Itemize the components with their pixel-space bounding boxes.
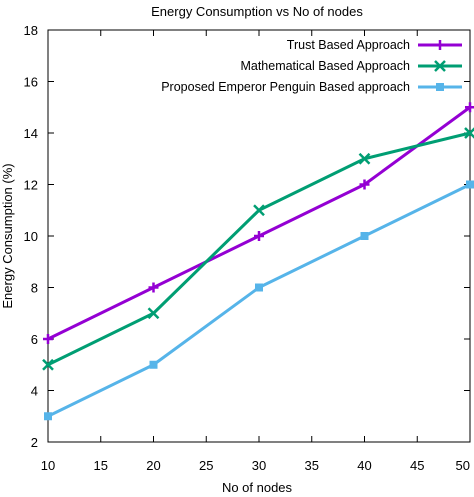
data-point bbox=[358, 152, 371, 165]
axis-ticks: 10 15 20 25 30 35 40 45 50 2 4 6 8 10 12 14 16 18 bbox=[24, 23, 471, 473]
y-axis-title: Energy Consumption (%) bbox=[0, 163, 15, 308]
data-point bbox=[254, 231, 264, 241]
x-tick-label: 20 bbox=[146, 458, 160, 473]
y-tick-label: 12 bbox=[24, 178, 38, 193]
marker-stroke bbox=[434, 60, 446, 72]
legend: Trust Based Approach Mathematical Based A… bbox=[161, 38, 462, 94]
x-tick-label: 25 bbox=[199, 458, 213, 473]
y-tick-label: 18 bbox=[24, 23, 38, 38]
data-point bbox=[149, 360, 158, 369]
y-tick-label: 8 bbox=[31, 281, 38, 296]
x-tick-label: 45 bbox=[410, 458, 424, 473]
x-tick-label: 35 bbox=[305, 458, 319, 473]
x-axis-title: No of nodes bbox=[222, 480, 293, 495]
legend-swatch-marker bbox=[435, 40, 445, 50]
series-line bbox=[47, 183, 471, 418]
data-point bbox=[464, 127, 474, 139]
data-point bbox=[148, 282, 159, 293]
y-tick-label: 10 bbox=[24, 229, 38, 244]
marker-stroke bbox=[358, 152, 371, 165]
marker-stroke bbox=[147, 307, 160, 320]
x-tick-label: 10 bbox=[41, 458, 55, 473]
marker-stroke bbox=[42, 358, 54, 371]
data-point bbox=[253, 204, 265, 217]
data-point bbox=[42, 358, 54, 371]
legend-label: Trust Based Approach bbox=[287, 38, 410, 52]
marker-stroke bbox=[464, 127, 474, 139]
marker-stroke bbox=[253, 204, 265, 217]
data-point bbox=[466, 180, 474, 189]
legend-label: Mathematical Based Approach bbox=[240, 59, 410, 73]
series-layer bbox=[42, 102, 474, 421]
y-tick-label: 16 bbox=[24, 75, 38, 90]
data-point bbox=[43, 334, 53, 344]
data-point bbox=[255, 283, 263, 292]
series-line bbox=[47, 106, 471, 341]
y-tick-label: 2 bbox=[31, 435, 38, 450]
y-tick-label: 6 bbox=[31, 332, 38, 347]
x-tick-label: 40 bbox=[357, 458, 371, 473]
data-point bbox=[360, 232, 369, 240]
x-tick-label: 15 bbox=[94, 458, 108, 473]
data-point bbox=[359, 179, 370, 190]
chart-title: Energy Consumption vs No of nodes bbox=[151, 4, 363, 19]
series-line bbox=[47, 131, 471, 367]
x-tick-label: 30 bbox=[252, 458, 266, 473]
data-point bbox=[44, 412, 52, 421]
legend-swatch-marker bbox=[434, 60, 446, 72]
data-point bbox=[465, 102, 474, 113]
x-tick-label: 50 bbox=[456, 458, 470, 473]
legend-label: Proposed Emperor Penguin Based approach bbox=[161, 80, 410, 94]
y-tick-label: 4 bbox=[31, 384, 38, 399]
legend-swatch-marker bbox=[436, 83, 444, 91]
data-point bbox=[147, 307, 160, 320]
y-tick-label: 14 bbox=[24, 126, 38, 141]
